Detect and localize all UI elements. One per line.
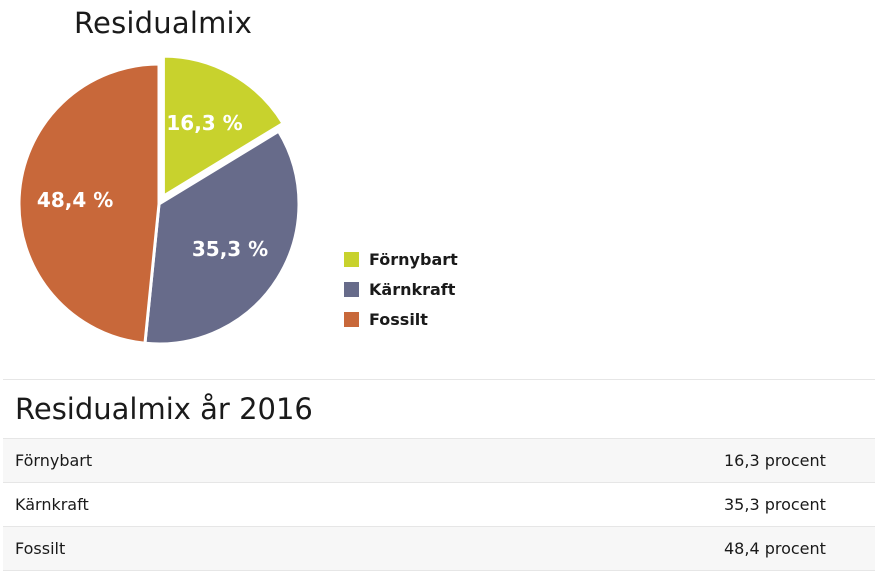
table-cell-value: 48,4 procent <box>710 526 875 571</box>
legend-swatch-fossilt <box>344 311 359 327</box>
table-cell-name: Förnybart <box>3 439 710 483</box>
pie-slice-fossilt <box>17 62 161 345</box>
table-cell-name: Fossilt <box>3 526 710 571</box>
legend-label: Fossilt <box>369 309 428 329</box>
pie-slice-krnkraft <box>143 129 301 346</box>
legend-item-karnkraft: Kärnkraft <box>344 274 458 304</box>
table-cell-value: 35,3 procent <box>710 482 875 527</box>
pie-slice-frnybart <box>161 54 286 199</box>
table-row: Förnybart 16,3 procent <box>3 439 875 483</box>
residual-mix-table: Förnybart 16,3 procent Kärnkraft 35,3 pr… <box>3 439 875 571</box>
pie-chart: Residualmix 16,3 % 35,3 % 48,4 % Förnybart… <box>17 6 458 346</box>
table-row: Fossilt 48,4 procent <box>3 526 875 571</box>
residual-mix-table-panel: Residualmix år 2016 Förnybart 16,3 proce… <box>3 379 875 571</box>
pie-slice-label: 16,3 % <box>166 111 242 135</box>
chart-title: Residualmix <box>74 6 253 40</box>
chart-legend: Förnybart Kärnkraft Fossilt <box>344 244 458 334</box>
legend-item-fornybart: Förnybart <box>344 244 458 274</box>
table-heading: Residualmix år 2016 <box>3 380 875 439</box>
pie-slice-label: 35,3 % <box>192 237 268 261</box>
pie-chart-svg: 16,3 % 35,3 % 48,4 % <box>17 54 301 346</box>
legend-item-fossilt: Fossilt <box>344 304 458 334</box>
legend-label: Kärnkraft <box>369 279 456 299</box>
table-cell-name: Kärnkraft <box>3 482 710 527</box>
legend-swatch-fornybart <box>344 251 359 267</box>
legend-swatch-karnkraft <box>344 281 359 297</box>
legend-label: Förnybart <box>369 249 458 269</box>
table-cell-value: 16,3 procent <box>710 439 875 483</box>
pie-slice-label: 48,4 % <box>37 188 113 212</box>
table-row: Kärnkraft 35,3 procent <box>3 482 875 527</box>
